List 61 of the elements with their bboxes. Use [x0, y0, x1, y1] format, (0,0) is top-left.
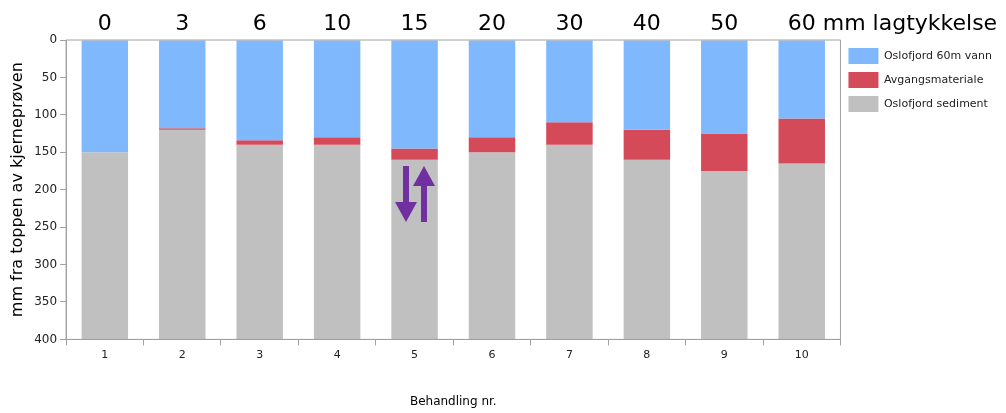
bar	[701, 170, 748, 340]
bar	[701, 133, 748, 171]
legend-label: Oslofjord sediment	[883, 96, 989, 110]
y-tick-label: 200	[34, 181, 58, 196]
x-tick-label: 8	[643, 347, 651, 361]
bar	[313, 137, 361, 145]
bar	[159, 129, 206, 340]
text: 6	[252, 10, 267, 35]
x-tick-label: 1	[101, 347, 109, 361]
x-tick-label: 7	[565, 347, 573, 361]
bar	[778, 118, 825, 164]
bar	[546, 40, 593, 123]
bar	[313, 144, 361, 340]
bar	[623, 129, 671, 160]
bar	[81, 40, 129, 153]
y-tick-label: 250	[34, 219, 58, 234]
y-tick-label: 50	[41, 69, 58, 84]
bar	[623, 40, 671, 130]
bar	[236, 40, 283, 141]
x-axis-title: Behandling nr.	[409, 393, 497, 408]
bar	[778, 40, 825, 119]
x-tick-label: 9	[720, 347, 728, 361]
bar	[313, 40, 361, 138]
bar	[623, 159, 671, 340]
y-tick-label: 400	[34, 331, 58, 346]
y-tick-label: 350	[34, 294, 58, 309]
text: 20	[478, 10, 506, 35]
bar	[236, 140, 283, 145]
x-tick-label: 5	[411, 347, 419, 361]
x-tick-label: 10	[794, 347, 809, 361]
text: 10	[323, 10, 352, 35]
text: 60 mm lagtykkelse	[787, 10, 998, 35]
y-tick-label: 300	[34, 256, 58, 271]
legend-label: Avgangsmateriale	[883, 72, 984, 86]
bar	[701, 40, 748, 134]
bar	[159, 40, 206, 129]
bar	[546, 122, 593, 145]
y-tick-label: 100	[34, 106, 58, 121]
x-tick-label: 6	[488, 347, 496, 361]
bar	[778, 163, 825, 340]
text: 40	[632, 10, 661, 35]
bar	[546, 144, 593, 340]
y-tick-label: 0	[49, 32, 58, 47]
bar	[236, 144, 283, 340]
y-axis-title: mm fra toppen av kjerneprøven	[6, 62, 26, 318]
x-tick-label: 4	[333, 347, 341, 361]
text: 30	[555, 10, 584, 35]
bar	[391, 148, 438, 160]
bar	[391, 40, 438, 149]
legend-label: Oslofjord 60m vann	[883, 48, 993, 62]
text: 50	[710, 10, 739, 35]
text: 0	[97, 10, 112, 35]
bar	[468, 137, 516, 153]
x-tick-label: 2	[178, 347, 186, 361]
text: 3	[175, 10, 190, 35]
bar	[468, 152, 516, 340]
text: 15	[400, 10, 429, 35]
y-tick-label: 150	[34, 144, 58, 159]
bar	[468, 40, 516, 138]
bar	[81, 152, 129, 340]
x-tick-label: 3	[256, 347, 264, 361]
